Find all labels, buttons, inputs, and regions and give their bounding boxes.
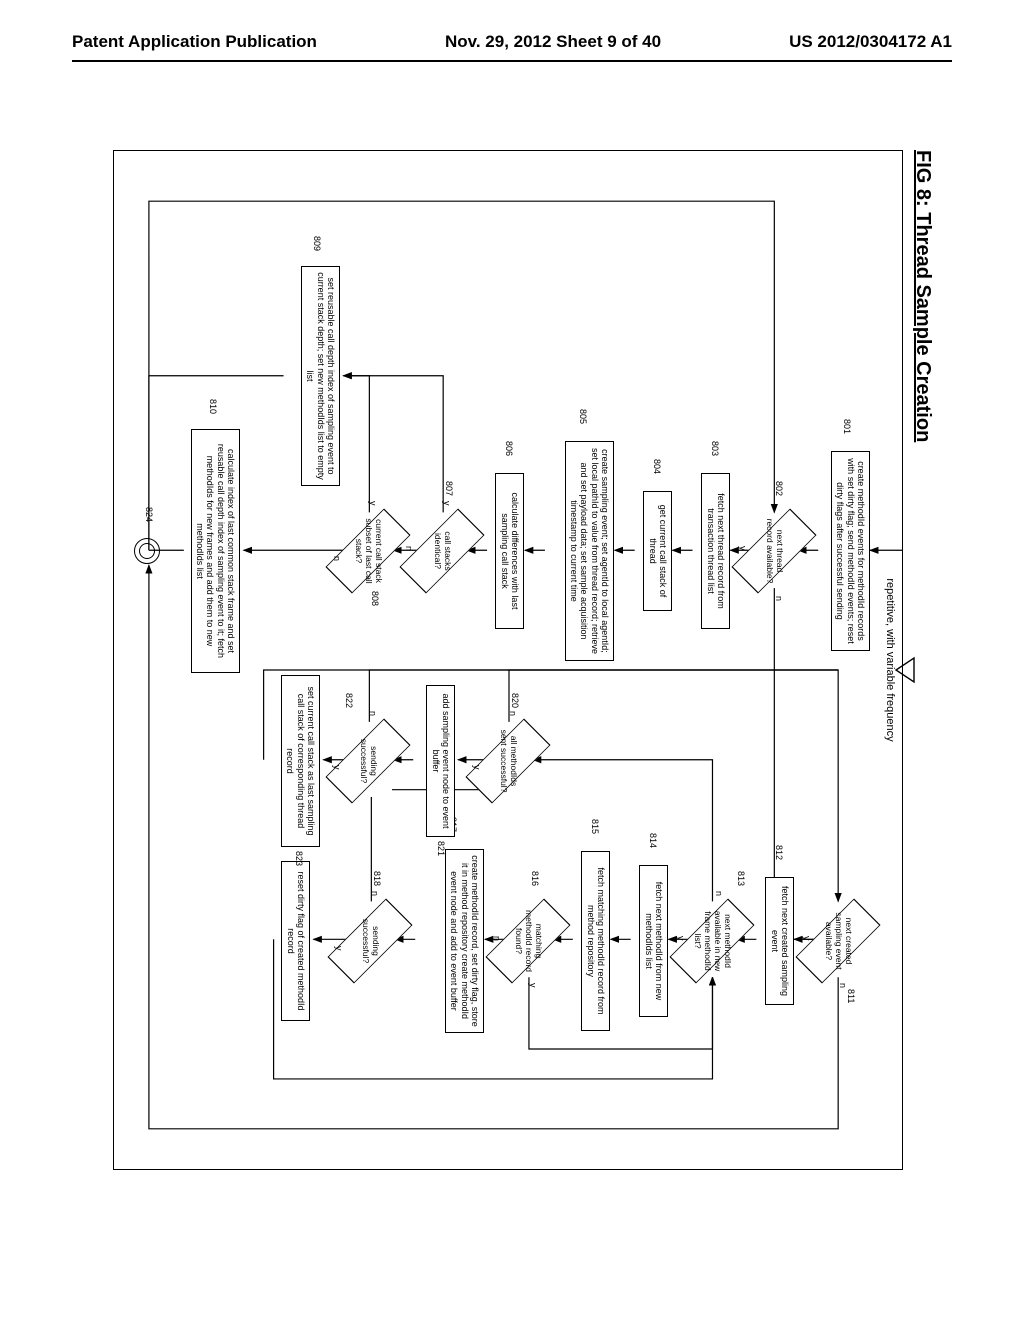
edge-n: n xyxy=(838,983,848,988)
box-821: add sampling event node to event buffer xyxy=(426,685,455,837)
ref-821: 821 xyxy=(436,841,446,856)
ref-823: 823 xyxy=(294,851,304,866)
box-814: fetch next methodId from new methodIds l… xyxy=(639,865,668,1017)
edge-n: n xyxy=(332,556,342,561)
header-rule xyxy=(72,60,952,62)
edge-n: n xyxy=(774,596,784,601)
flowchart-box: repetitive, with variable frequency xyxy=(113,150,903,1170)
box-804: get current call stack of thread xyxy=(643,491,672,611)
edge-y: y xyxy=(334,946,344,951)
ref-807: 807 xyxy=(444,481,454,496)
ref-806: 806 xyxy=(504,441,514,456)
edge-y: y xyxy=(528,983,538,988)
edge-y: y xyxy=(368,501,378,506)
diamond-816: matching methodId record found? xyxy=(504,905,552,977)
ref-803: 803 xyxy=(710,441,720,456)
edge-y: y xyxy=(332,765,342,770)
ref-811: 811 xyxy=(846,989,856,1003)
edge-n: n xyxy=(368,711,378,716)
edge-y: y xyxy=(442,501,452,506)
ref-822: 822 xyxy=(344,693,354,708)
diamond-811: next created sampling event available? xyxy=(814,905,862,977)
header-right: US 2012/0304172 A1 xyxy=(789,32,952,52)
box-803: fetch next thread record from transactio… xyxy=(701,473,730,629)
diamond-813: next methodId available in new frame met… xyxy=(688,905,736,977)
ref-810: 810 xyxy=(208,399,218,414)
box-809: set reusable call depth index of samplin… xyxy=(301,266,340,486)
edge-y: y xyxy=(676,936,686,941)
edge-y: y xyxy=(802,936,812,941)
edge-n: n xyxy=(404,546,414,551)
diamond-818: sending successful? xyxy=(346,905,394,977)
ref-812: 812 xyxy=(774,845,784,860)
box-812: fetch next created sampling event xyxy=(765,877,794,1005)
diamond-822: sending successful? xyxy=(344,725,392,797)
box-801: create methodId events for methodId reco… xyxy=(831,451,870,651)
ref-808: 808 xyxy=(370,591,380,606)
ref-813: 813 xyxy=(736,871,746,886)
page-header: Patent Application Publication Nov. 29, … xyxy=(0,32,1024,52)
edge-n: n xyxy=(714,891,724,896)
ref-809: 809 xyxy=(312,236,322,251)
end-terminator-icon xyxy=(134,538,160,564)
box-810: calculate index of last common stack fra… xyxy=(191,429,240,673)
ref-801: 801 xyxy=(842,419,852,434)
edge-y: y xyxy=(738,546,748,551)
edge-y: y xyxy=(472,765,482,770)
edge-n: n xyxy=(508,711,518,716)
box-805: create sampling event; set agentId to lo… xyxy=(565,441,614,661)
diamond-808: current call stack subset of last call s… xyxy=(344,515,392,587)
figure-inner: FIG 8: Thread Sample Creation repetitive… xyxy=(90,150,934,1190)
header-left: Patent Application Publication xyxy=(72,32,317,52)
edge-n: n xyxy=(370,891,380,896)
figure-subtitle: repetitive, with variable frequency xyxy=(884,578,896,741)
box-815: fetch matching methodId record from meth… xyxy=(581,851,610,1031)
ref-815: 815 xyxy=(590,819,600,834)
box-817: create methodId record, set dirty flag, … xyxy=(445,849,484,1033)
ref-802: 802 xyxy=(774,481,784,496)
diamond-802: next thread record available? xyxy=(750,515,798,587)
box-823: set current call stack as last sampling … xyxy=(281,675,320,847)
ref-818: 818 xyxy=(372,871,382,886)
box-806: calculate differences with last sampling… xyxy=(495,473,524,629)
ref-816: 816 xyxy=(530,871,540,886)
box-819: reset dirty flag of created methodId rec… xyxy=(281,861,310,1021)
ref-824: 824 xyxy=(144,507,154,522)
ref-814: 814 xyxy=(648,833,658,848)
ref-820: 820 xyxy=(510,693,520,708)
figure-rotated-wrap: FIG 8: Thread Sample Creation repetitive… xyxy=(0,248,1024,1092)
diamond-820: all methodIds sent successful? xyxy=(484,725,532,797)
ref-804: 804 xyxy=(652,459,662,474)
diamond-807: call stacks identical? xyxy=(418,515,466,587)
ref-805: 805 xyxy=(578,409,588,424)
edge-n: n xyxy=(492,936,502,941)
header-center: Nov. 29, 2012 Sheet 9 of 40 xyxy=(445,32,661,52)
